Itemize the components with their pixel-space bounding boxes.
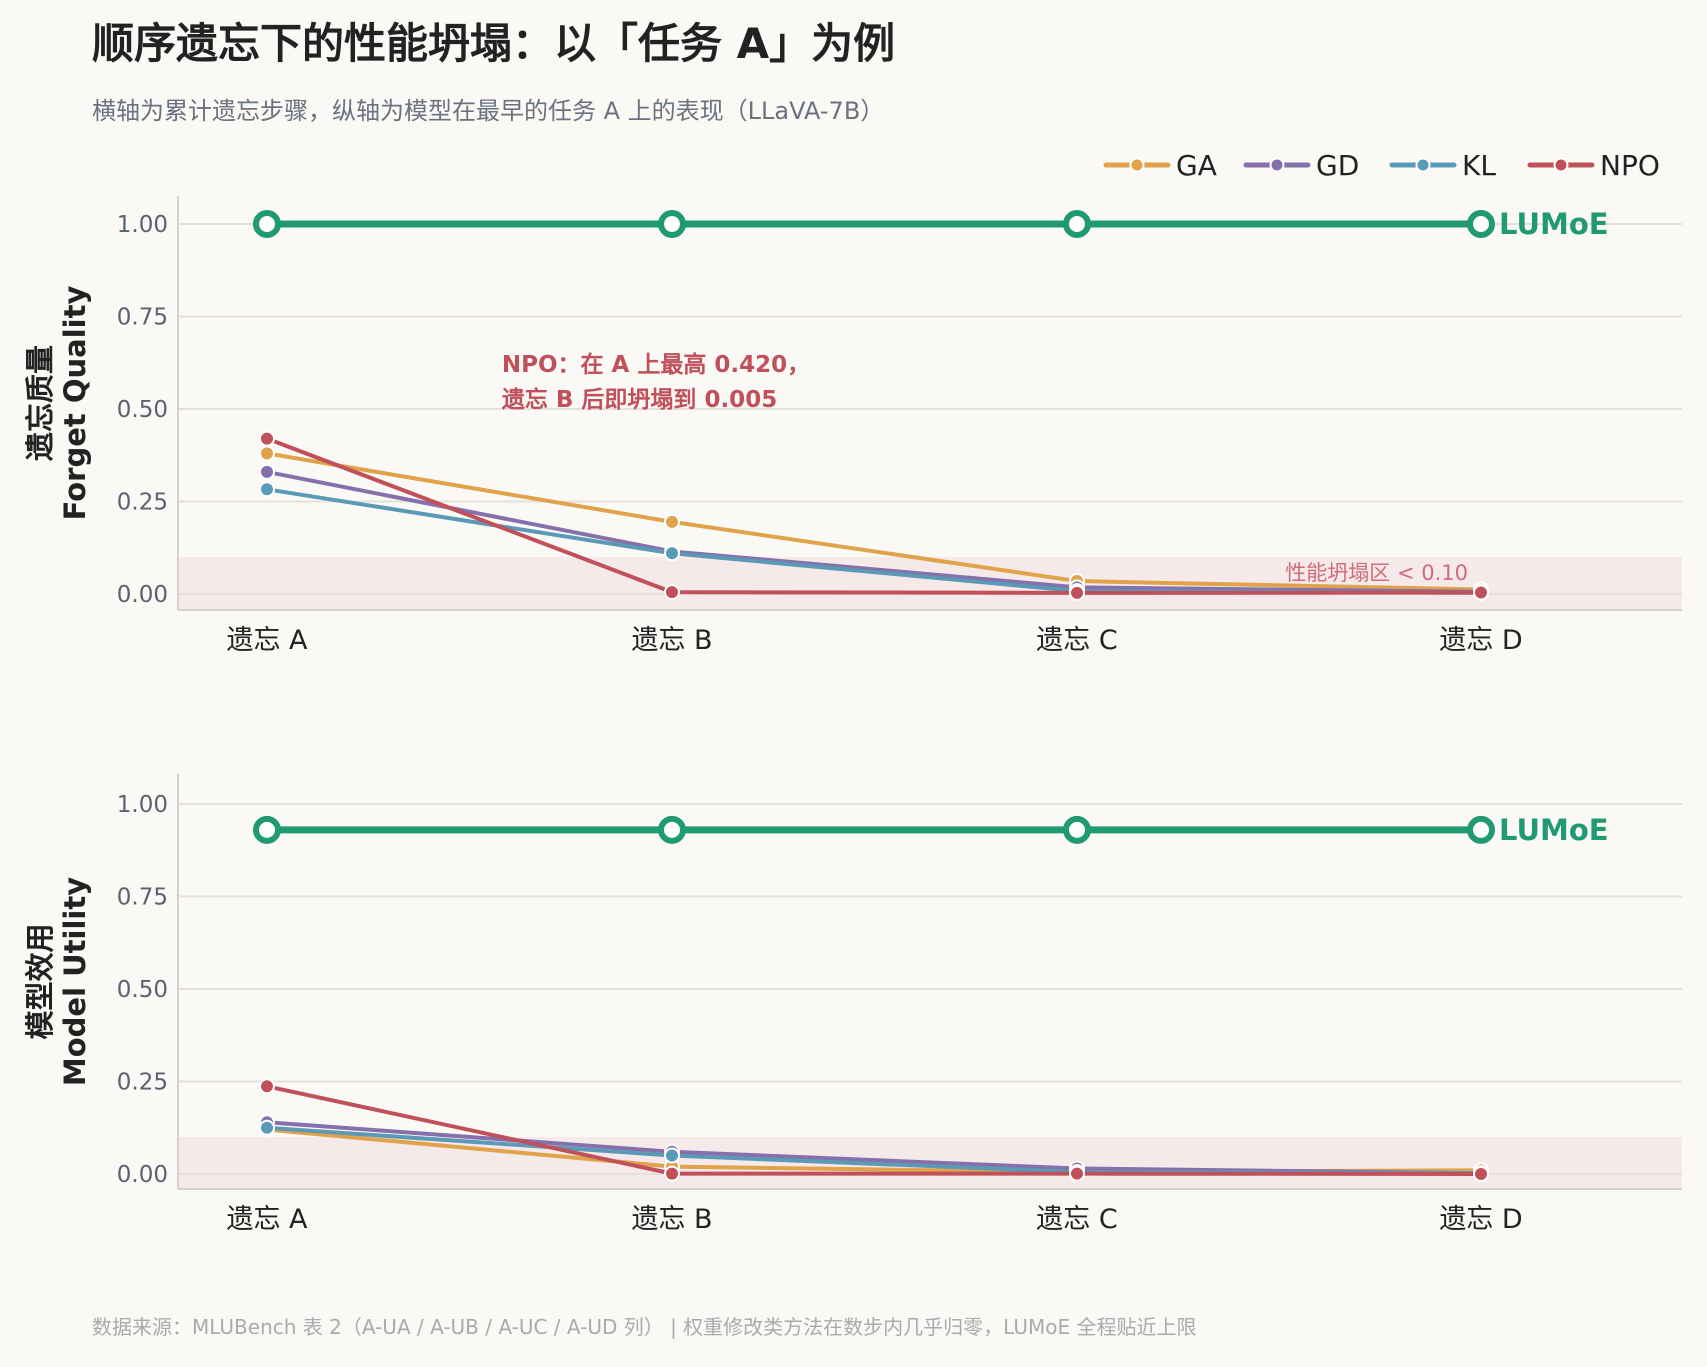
y-tick-label: 1.00 — [117, 792, 168, 818]
collapse-zone-band — [179, 557, 1682, 610]
series-line-gd — [265, 469, 1483, 594]
data-point-npo — [259, 430, 275, 447]
y-tick-label: 0.50 — [117, 397, 168, 423]
legend-swatch-marker — [1269, 157, 1285, 173]
y-tick-label: 0.00 — [117, 582, 168, 608]
chart-subtitle: 横轴为累计遗忘步骤，纵轴为模型在最早的任务 A 上的表现（LLaVA-7B） — [92, 97, 884, 125]
y-axis-label: 遗忘质量 Forget Quality — [23, 286, 92, 521]
series-line-npo — [265, 436, 1483, 595]
series-line-npo — [265, 1084, 1483, 1176]
y-tick-label: 0.75 — [117, 885, 168, 911]
data-point-npo — [259, 1078, 275, 1095]
annotation-line: 遗忘 B 后即坍塌到 0.005 — [501, 386, 777, 413]
collapse-zone-label: 性能坍塌区 < 0.10 — [1285, 561, 1468, 585]
x-tick-label: 遗忘 A — [226, 625, 308, 656]
legend-swatch-marker — [1129, 157, 1145, 173]
legend-item-kl: KL — [1389, 149, 1496, 182]
data-point-lumoe — [253, 210, 281, 238]
y-tick-label: 0.50 — [117, 977, 168, 1003]
y-tick-label: 0.00 — [117, 1162, 168, 1188]
data-point-kl — [664, 1147, 680, 1164]
data-point-ga — [664, 513, 680, 530]
data-point-lumoe — [1467, 815, 1495, 844]
data-point-kl — [664, 545, 680, 562]
legend-swatch-marker — [1415, 157, 1431, 173]
data-point-ga — [259, 445, 275, 462]
data-point-npo — [664, 1165, 680, 1182]
legend-swatch-marker — [1553, 157, 1569, 173]
x-tick-label: 遗忘 A — [226, 1204, 308, 1235]
data-point-lumoe — [253, 815, 281, 844]
data-point-kl — [259, 481, 275, 498]
data-point-npo — [1473, 584, 1489, 601]
x-tick-label: 遗忘 C — [1036, 625, 1117, 656]
legend-label: GA — [1176, 149, 1217, 182]
series-lumoe: LUMoE — [253, 813, 1609, 847]
x-tick-label: 遗忘 D — [1439, 625, 1522, 656]
lumoe-line-label: LUMoE — [1499, 813, 1609, 847]
legend-label: KL — [1462, 149, 1496, 182]
data-point-npo — [1473, 1166, 1489, 1182]
series-line-ga — [265, 451, 1483, 592]
series-npo — [259, 1078, 1489, 1182]
data-point-lumoe — [658, 815, 686, 844]
legend: GA GD KL NPO — [1103, 149, 1660, 182]
y-tick-label: 1.00 — [117, 212, 168, 238]
y-tick-label: 0.25 — [117, 490, 168, 516]
data-point-lumoe — [1063, 815, 1091, 844]
legend-label: NPO — [1600, 149, 1660, 182]
y-axis-label-cn: 模型效用 — [23, 923, 57, 1039]
chart-footer: 数据来源：MLUBench 表 2（A-UA / A-UB / A-UC / A… — [92, 1315, 1196, 1339]
data-point-gd — [259, 463, 275, 480]
x-tick-label: 遗忘 B — [631, 625, 712, 656]
y-axis-label: 模型效用 Model Utility — [23, 877, 92, 1086]
x-tick-label: 遗忘 C — [1036, 1204, 1117, 1235]
lumoe-line-label: LUMoE — [1499, 207, 1609, 241]
legend-item-npo: NPO — [1527, 149, 1660, 182]
npo-annotation: NPO：在 A 上最高 0.420， 遗忘 B 后即坍塌到 0.005 — [501, 351, 810, 413]
annotation-line: NPO：在 A 上最高 0.420， — [502, 351, 810, 378]
forget-quality-panel: 性能坍塌区 < 0.10 0.00 0.25 0.50 0.75 1.00 遗忘 A 遗忘 B… — [23, 196, 1682, 656]
x-tick-label: 遗忘 D — [1439, 1204, 1522, 1235]
y-axis-label-en: Model Utility — [58, 877, 92, 1086]
data-point-lumoe — [658, 210, 686, 238]
data-point-npo — [1069, 584, 1085, 601]
model-utility-panel: 0.00 0.25 0.50 0.75 1.00 遗忘 A 遗忘 B 遗忘 C 遗忘 D 模型效用… — [23, 774, 1682, 1235]
data-point-lumoe — [1467, 210, 1495, 238]
legend-item-ga: GA — [1103, 149, 1217, 182]
data-point-npo — [1069, 1165, 1085, 1182]
y-axis-label-cn: 遗忘质量 — [23, 345, 57, 461]
data-point-lumoe — [1063, 210, 1091, 238]
data-point-npo — [664, 584, 680, 601]
y-tick-label: 0.75 — [117, 305, 168, 331]
data-point-kl — [259, 1119, 275, 1136]
y-tick-label: 0.25 — [117, 1070, 168, 1096]
legend-label: GD — [1316, 149, 1359, 182]
x-tick-label: 遗忘 B — [631, 1204, 712, 1235]
series-npo — [259, 430, 1489, 601]
legend-item-gd: GD — [1243, 149, 1359, 182]
y-axis-label-en: Forget Quality — [58, 286, 92, 521]
series-lumoe: LUMoE — [253, 207, 1609, 241]
chart-title: 顺序遗忘下的性能坍塌：以「任务 A」为例 — [92, 19, 895, 68]
